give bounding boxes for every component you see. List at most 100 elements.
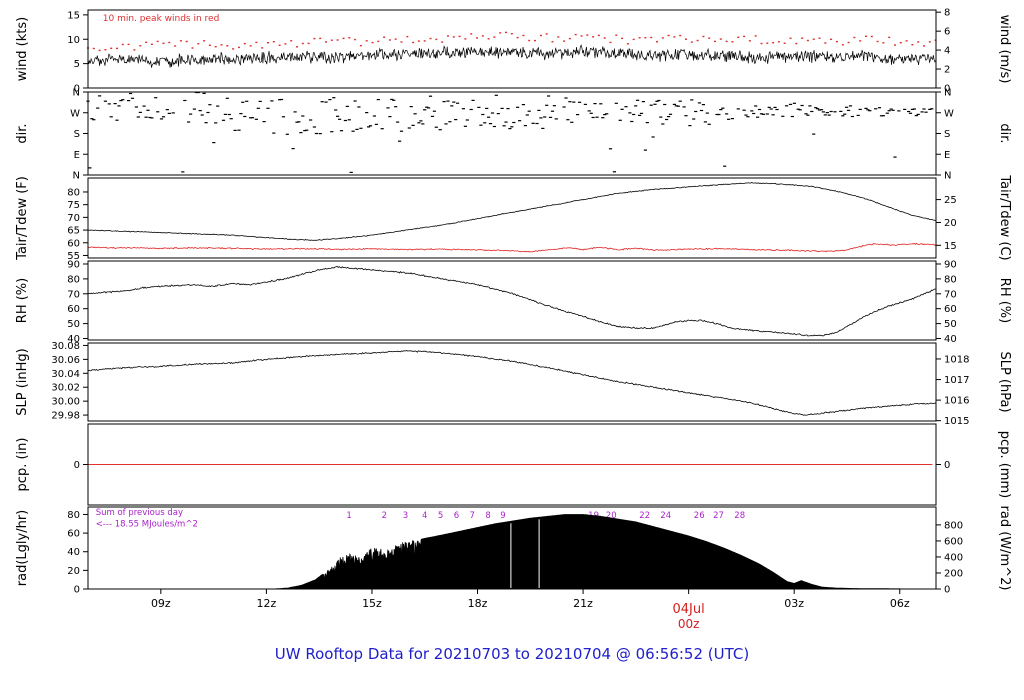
mj-sum-marker: 24 bbox=[660, 511, 671, 521]
panel-frame bbox=[87, 9, 937, 89]
ylabel-right-wind: wind (m/s) bbox=[997, 15, 1012, 84]
ytick-right: 1015 bbox=[944, 416, 969, 427]
ylabel-right-dir: dir. bbox=[997, 123, 1012, 143]
ytick-left: 30.00 bbox=[51, 397, 80, 408]
mj-sum-marker: 5 bbox=[438, 511, 443, 521]
series-wind-direction bbox=[86, 91, 934, 173]
ytick-left: 0 bbox=[74, 585, 80, 596]
series-tdew bbox=[87, 242, 936, 253]
ytick-right: 2 bbox=[944, 65, 950, 76]
ytick-right: S bbox=[944, 129, 950, 140]
series-wind-avg bbox=[87, 44, 936, 68]
ytick-left: 20 bbox=[67, 566, 80, 577]
annotation: Sum of previous day bbox=[96, 508, 183, 518]
xtick-label: 15z bbox=[362, 597, 382, 610]
ytick-right: 1017 bbox=[944, 375, 969, 386]
ytick-left: 60 bbox=[67, 238, 80, 249]
ytick-right: 0 bbox=[944, 460, 950, 471]
ytick-left: 60 bbox=[67, 304, 80, 315]
ylabel-right-slp: SLP (hPa) bbox=[997, 351, 1012, 412]
panel-frame bbox=[87, 506, 937, 590]
mj-sum-marker: 6 bbox=[454, 511, 459, 521]
series-sea-level-pressure bbox=[87, 350, 936, 416]
ytick-right: 800 bbox=[944, 520, 963, 531]
ytick-left: 65 bbox=[67, 226, 80, 237]
ytick-right: N bbox=[944, 171, 951, 182]
mj-sum-marker: 22 bbox=[639, 511, 650, 521]
ytick-right: 600 bbox=[944, 536, 963, 547]
ytick-right: 8 bbox=[944, 8, 950, 19]
mj-sum-marker: 3 bbox=[403, 511, 408, 521]
ylabel-left-dir: dir. bbox=[15, 123, 30, 143]
ylabel-left-rh: RH (%) bbox=[15, 278, 30, 323]
ytick-left: 80 bbox=[67, 510, 80, 521]
mj-sum-marker: 8 bbox=[485, 511, 490, 521]
ytick-right: 25 bbox=[944, 195, 957, 206]
ytick-right: 1018 bbox=[944, 354, 969, 365]
xtick-label: 18z bbox=[468, 597, 488, 610]
mj-sum-marker: 7 bbox=[469, 511, 474, 521]
ytick-left: 80 bbox=[67, 187, 80, 198]
ytick-left: 75 bbox=[67, 200, 80, 211]
mj-sum-marker: 9 bbox=[500, 511, 505, 521]
panel-frame bbox=[87, 91, 937, 176]
annotation: 10 min. peak winds in red bbox=[103, 14, 220, 24]
ytick-right: 6 bbox=[944, 27, 950, 38]
ylabel-right-pcp: pcp. (mm) bbox=[997, 431, 1012, 498]
xtick-label: 21z bbox=[573, 597, 593, 610]
ylabel-right-tair-tdew: Tair/Tdew (C) bbox=[997, 174, 1012, 260]
ytick-right: 80 bbox=[944, 274, 957, 285]
ytick-right: 40 bbox=[944, 334, 957, 345]
series-wind-peak-10min bbox=[87, 31, 937, 52]
panel-wind: 0 5 10 15 0 2 4 6 8 wind (kts) wind (m/s) 10 min. p… bbox=[15, 8, 1012, 95]
panel-rh: 40 50 60 70 80 90 40 50 60 70 80 90 RH (%) RH (%) bbox=[15, 259, 1012, 345]
mj-sum-marker: 1 bbox=[346, 511, 351, 521]
series-solar-radiation bbox=[88, 514, 936, 590]
xtick-date-label: 04Jul bbox=[673, 602, 705, 617]
ytick-left: 60 bbox=[67, 529, 80, 540]
mj-sum-marker: 26 bbox=[694, 511, 705, 521]
xtick-label: 06z bbox=[890, 597, 910, 610]
ytick-left: 15 bbox=[67, 10, 80, 21]
ytick-left: 70 bbox=[67, 213, 80, 224]
ytick-left: 5 bbox=[74, 59, 80, 70]
ytick-right: 20 bbox=[944, 218, 957, 229]
ytick-right: 15 bbox=[944, 241, 957, 252]
ytick-right: 1016 bbox=[944, 396, 969, 407]
ytick-right: W bbox=[944, 108, 954, 119]
ytick-left: 90 bbox=[67, 259, 80, 270]
ytick-right: 60 bbox=[944, 304, 957, 315]
ytick-left: S bbox=[74, 129, 80, 140]
ytick-right: 50 bbox=[944, 319, 957, 330]
ytick-right: E bbox=[944, 150, 950, 161]
xtick-label: 09z bbox=[151, 597, 171, 610]
panel-frame bbox=[87, 260, 937, 341]
ytick-left: N bbox=[73, 171, 80, 182]
mj-sum-marker: 28 bbox=[734, 511, 745, 521]
panel-rad: 1234567891920222426272802040608002004006… bbox=[15, 506, 1012, 596]
panel-slp: 29.98 30.00 30.02 30.04 30.06 30.08 1015 1016 10… bbox=[15, 341, 1012, 427]
ytick-left: W bbox=[70, 108, 80, 119]
mj-sum-marker: 4 bbox=[422, 511, 427, 521]
ytick-left: E bbox=[74, 150, 80, 161]
series-tair bbox=[87, 182, 936, 241]
ytick-right: 400 bbox=[944, 552, 963, 563]
ytick-left: 40 bbox=[67, 334, 80, 345]
xtick-label: 12z bbox=[257, 597, 277, 610]
mj-sum-marker: 20 bbox=[606, 511, 617, 521]
ytick-left: 30.06 bbox=[51, 355, 80, 366]
ylabel-right-rh: RH (%) bbox=[997, 278, 1012, 323]
ylabel-left-tair-tdew: Tair/Tdew (F) bbox=[15, 176, 30, 261]
ytick-right: 200 bbox=[944, 568, 963, 579]
xtick-label: 03z bbox=[784, 597, 804, 610]
ylabel-left-rad: rad(Lgly/hr) bbox=[15, 510, 30, 586]
ytick-left: 30.02 bbox=[51, 383, 80, 394]
series-relative-humidity bbox=[87, 265, 936, 337]
ytick-left: 40 bbox=[67, 547, 80, 558]
ytick-left: N bbox=[73, 88, 80, 99]
chart-title: UW Rooftop Data for 20210703 to 20210704… bbox=[274, 645, 750, 663]
